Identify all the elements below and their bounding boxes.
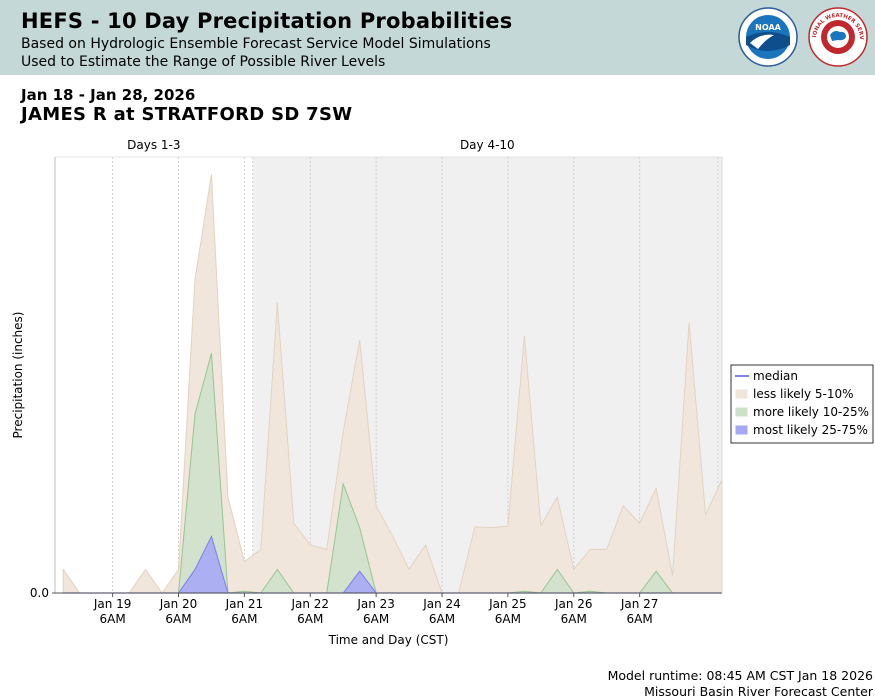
legend-label-less-likely-5-10: less likely 5-10% — [753, 387, 854, 401]
x-tick-time-3: 6AM — [231, 612, 257, 626]
x-tick-time-4: 6AM — [297, 612, 323, 626]
legend-swatch-more-likely-10-25 — [735, 407, 748, 417]
x-tick-date-8: Jan 26 — [554, 597, 593, 611]
x-tick-date-7: Jan 25 — [488, 597, 527, 611]
x-tick-date-3: Jan 21 — [225, 597, 264, 611]
nws-logo-icon[interactable]: NATIONAL WEATHER SERVICE — [808, 5, 868, 69]
x-tick-time-6: 6AM — [429, 612, 455, 626]
x-tick-time-8: 6AM — [561, 612, 587, 626]
header-subtitle-1: Based on Hydrologic Ensemble Forecast Se… — [21, 36, 491, 52]
forecast-date-range: Jan 18 - Jan 28, 2026 — [21, 86, 196, 104]
x-tick-time-1: 6AM — [100, 612, 126, 626]
header-subtitle-2: Used to Estimate the Range of Possible R… — [21, 54, 386, 70]
x-axis-title: Time and Day (CST) — [328, 633, 449, 647]
x-tick-date-5: Jan 23 — [356, 597, 395, 611]
legend-label-more-likely-10-25: more likely 10-25% — [753, 405, 869, 419]
legend-swatch-most-likely-25-75 — [735, 425, 748, 435]
period-label-1: Days 1-3 — [127, 138, 180, 152]
page-title: HEFS - 10 Day Precipitation Probabilitie… — [21, 9, 513, 33]
header-banner: HEFS - 10 Day Precipitation Probabilitie… — [0, 0, 875, 75]
legend-swatch-less-likely-5-10 — [735, 389, 748, 399]
y-tick-label-1: 0.0 — [30, 586, 49, 600]
noaa-logo-icon[interactable]: NOAA — [738, 5, 798, 69]
x-tick-date-9: Jan 27 — [620, 597, 659, 611]
x-tick-date-4: Jan 22 — [290, 597, 329, 611]
legend-label-most-likely-25-75: most likely 25-75% — [753, 423, 868, 437]
x-tick-date-1: Jan 19 — [93, 597, 132, 611]
legend-box — [730, 364, 874, 444]
x-tick-date-2: Jan 20 — [159, 597, 198, 611]
x-tick-time-7: 6AM — [495, 612, 521, 626]
forecast-center: Missouri Basin River Forecast Center — [644, 684, 873, 699]
x-tick-time-2: 6AM — [165, 612, 191, 626]
model-runtime: Model runtime: 08:45 AM CST Jan 18 2026 — [607, 668, 873, 683]
x-tick-date-6: Jan 24 — [422, 597, 461, 611]
series-less-likely-5-10-area — [62, 174, 723, 594]
y-axis-title: Precipitation (inches) — [11, 312, 25, 439]
station-location: JAMES R at STRATFORD SD 7SW — [21, 104, 353, 125]
x-tick-time-5: 6AM — [363, 612, 389, 626]
legend-label-median: median — [753, 369, 798, 383]
x-tick-time-9: 6AM — [627, 612, 653, 626]
period-label-2: Day 4-10 — [460, 138, 515, 152]
svg-text:NOAA: NOAA — [755, 23, 781, 32]
